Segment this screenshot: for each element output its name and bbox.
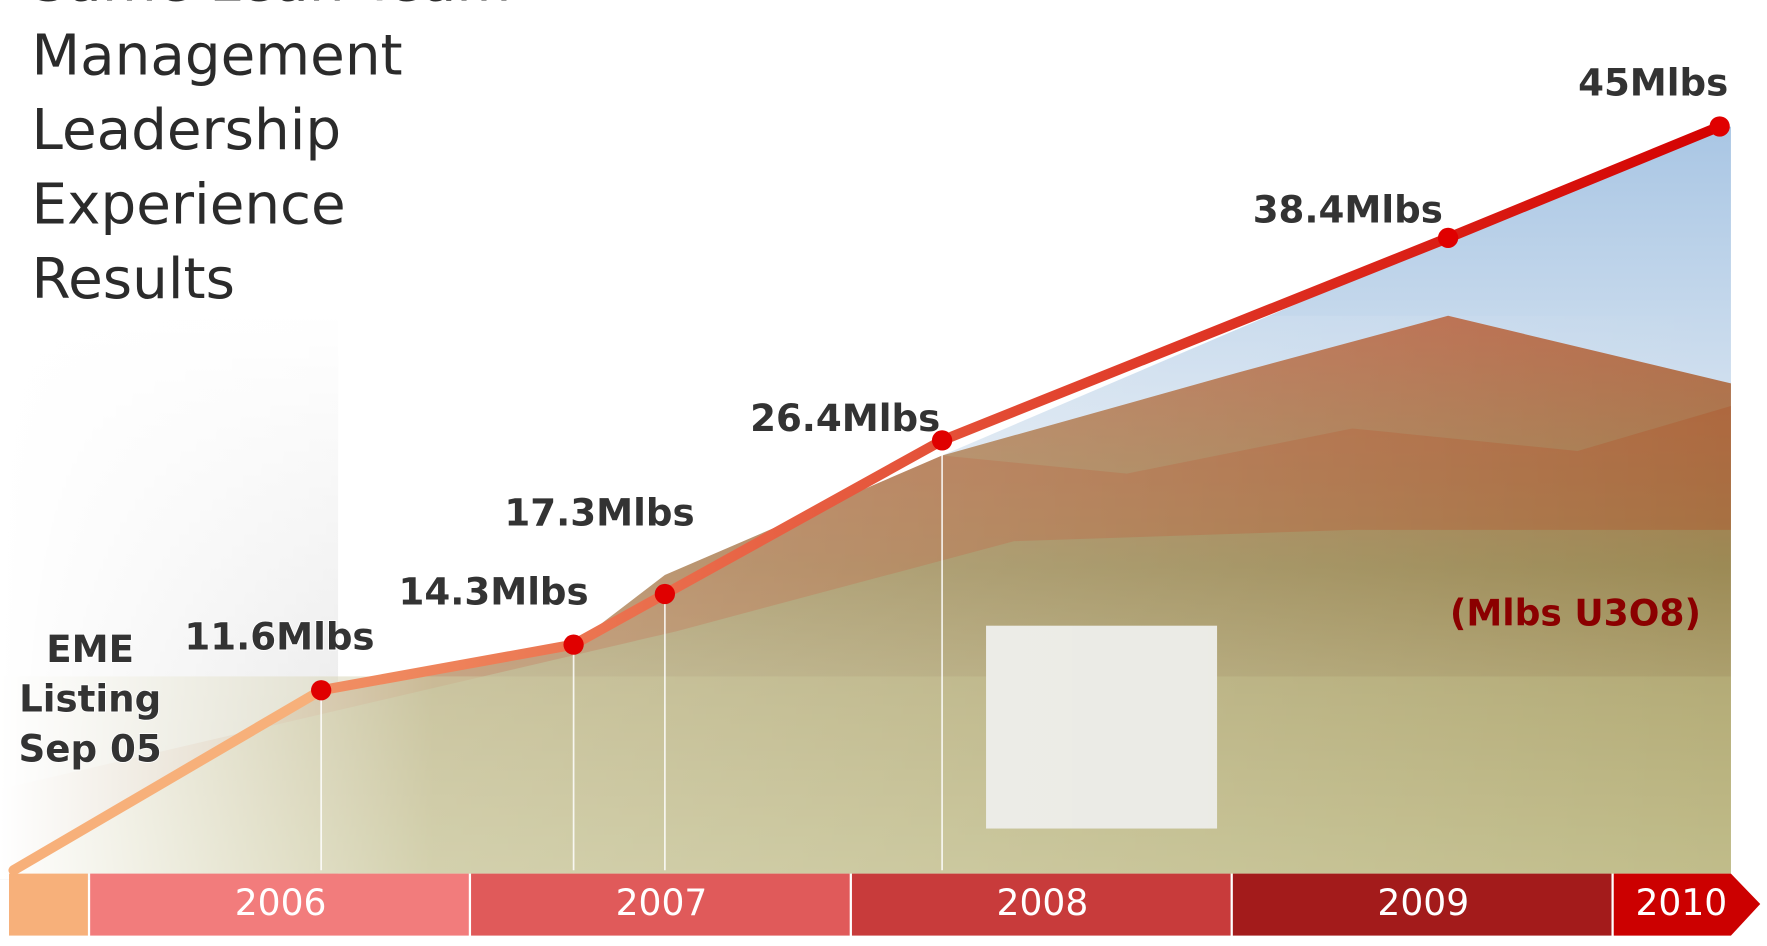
data-point [563, 635, 583, 655]
unit-label: (Mlbs U3O8) [1450, 593, 1701, 635]
bullet-text: Leadership [32, 98, 342, 163]
start-label: EME [46, 627, 134, 671]
bullet-text: Same Lean Team [32, 0, 512, 14]
value-label: 11.6Mlbs [184, 615, 374, 659]
bullet-text: Results [32, 247, 235, 312]
data-point [1710, 116, 1730, 136]
value-label: 45Mlbs [1578, 60, 1728, 104]
data-point [311, 680, 331, 700]
value-label: 26.4Mlbs [750, 396, 940, 440]
slide: Same Lean Team Management Leadership Experi… [0, 0, 1767, 946]
start-label: Listing [19, 677, 161, 721]
year-label: 2007 [616, 882, 708, 924]
bullet-list: Same Lean Team Management Leadership Experi… [32, 0, 512, 312]
year-label: 2008 [997, 882, 1089, 924]
bullet-text: Experience [32, 172, 346, 237]
value-label: 14.3Mlbs [398, 570, 588, 614]
year-label: 2009 [1377, 882, 1469, 924]
year-label: 2006 [235, 882, 327, 924]
year-label: 2010 [1635, 882, 1727, 924]
bullet-text: Management [32, 24, 403, 89]
page: {"bullets": ["Same Lean Team", "Manageme… [0, 0, 1767, 946]
start-label: Sep 05 [19, 726, 162, 770]
value-label: 17.3Mlbs [504, 491, 694, 535]
timeline-start [9, 874, 88, 936]
data-point [655, 584, 675, 604]
value-label: 38.4Mlbs [1253, 188, 1443, 232]
